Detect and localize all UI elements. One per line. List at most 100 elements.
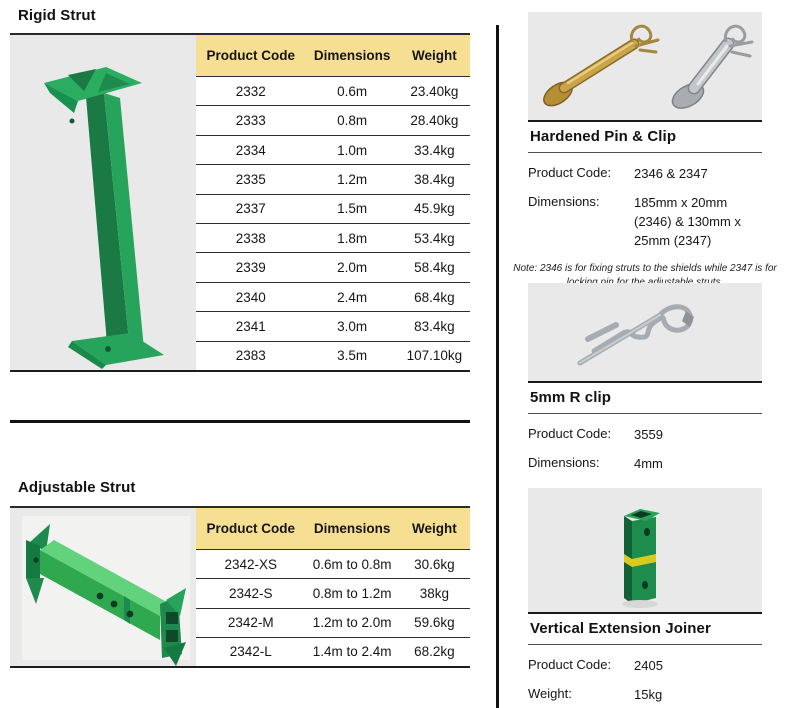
r-clip-illustration (577, 304, 694, 366)
cell-weight: 59.6kg (414, 615, 455, 631)
cell-dimensions: 0.8m (337, 113, 368, 129)
cell-product-code: 2340 (235, 289, 266, 305)
table-row: 2342-XS 0.6m to 0.8m 30.6kg (196, 549, 470, 578)
cell-dimensions: 2.0m (337, 260, 368, 276)
vertical-extension-joiner-photo (528, 488, 762, 612)
cell-dimensions: 3.5m (337, 348, 368, 364)
cell-dimensions: 3.0m (337, 318, 368, 334)
cell-product-code: 2342-XS (224, 556, 278, 572)
field-product-code: Product Code: 2346 & 2347 (528, 165, 762, 184)
field-value: 3559 (634, 427, 663, 442)
card-vertical-extension-joiner: Vertical Extension Joiner Product Code: … (528, 488, 762, 705)
cell-product-code: 2342-M (227, 615, 274, 631)
r-clip-photo (528, 283, 762, 381)
field-value: 2346 & 2347 (634, 166, 708, 181)
title-rule (10, 506, 470, 508)
header-product-code: Product Code (206, 48, 296, 63)
field-label: Product Code: (528, 657, 612, 672)
card-fields: Product Code: 2346 & 2347 Dimensions: 18… (528, 153, 762, 250)
table-row: 2342-M 1.2m to 2.0m 59.6kg (196, 607, 470, 637)
rigid-strut-illustration (44, 67, 164, 369)
field-label: Weight: (528, 685, 572, 701)
hardened-pin-and-clip-illustration (543, 24, 754, 109)
cell-dimensions: 1.2m to 2.0m (312, 615, 392, 631)
card-title-bar: Hardened Pin & Clip (528, 120, 762, 153)
card-hardened-pin-clip: Hardened Pin & Clip Product Code: 2346 &… (513, 12, 777, 290)
cell-product-code: 2334 (235, 142, 266, 158)
header-dimensions: Dimensions (313, 521, 391, 536)
field-dimensions: Dimensions: 4mm (528, 455, 762, 474)
card-title-bar: Vertical Extension Joiner (528, 612, 762, 645)
header-weight: Weight (411, 48, 457, 63)
field-value: 2405 (634, 658, 663, 673)
field-product-code: Product Code: 2405 (528, 657, 762, 676)
table-row: 2335 1.2m 38.4kg (196, 164, 470, 193)
section-title-adjustable-strut: Adjustable Strut (18, 479, 136, 496)
cell-dimensions: 0.8m to 1.2m (312, 585, 392, 601)
cell-product-code: 2333 (235, 113, 266, 129)
cell-product-code: 2342-L (229, 644, 272, 660)
table-row: 2342-S 0.8m to 1.2m 38kg (196, 578, 470, 607)
cell-weight: 83.4kg (414, 318, 455, 334)
field-weight: Weight: 15kg (528, 686, 762, 705)
table-row: 2337 1.5m 45.9kg (196, 193, 470, 223)
cell-weight: 38.4kg (414, 171, 455, 187)
field-value: 15kg (634, 686, 663, 702)
table-row: 2332 0.6m 23.40kg (196, 76, 470, 105)
cell-dimensions: 0.6m (337, 83, 368, 99)
card-fields: Product Code: 3559 Dimensions: 4mm (528, 414, 762, 474)
title-rule (10, 33, 470, 35)
table-header-row: Product Code Dimensions Weight (196, 508, 470, 549)
rigid-strut-section-body: Product Code Dimensions Weight 2332 0.6m… (10, 35, 470, 372)
cell-weight: 107.10kg (406, 348, 463, 364)
cell-dimensions: 1.5m (337, 201, 368, 217)
cell-weight: 68.2kg (414, 644, 455, 660)
adjustable-strut-photo (10, 508, 196, 666)
header-product-code: Product Code (206, 521, 296, 536)
field-label: Dimensions: (528, 193, 600, 209)
cell-product-code: 2337 (235, 201, 266, 217)
table-row: 2339 2.0m 58.4kg (196, 252, 470, 281)
section-title-rigid-strut: Rigid Strut (18, 7, 96, 24)
cell-weight: 23.40kg (410, 83, 459, 99)
hardened-pin-and-clip-photo (528, 12, 762, 120)
field-value: 185mm x 20mm (2346) & 130mm x 25mm (2347… (634, 194, 741, 248)
cell-weight: 30.6kg (414, 556, 455, 572)
header-weight: Weight (411, 521, 457, 536)
cell-product-code: 2383 (235, 348, 266, 364)
field-label: Dimensions: (528, 454, 600, 470)
section-separator-line (10, 420, 470, 423)
cell-dimensions: 2.4m (337, 289, 368, 305)
cell-dimensions: 1.0m (337, 142, 368, 158)
cell-dimensions: 1.4m to 2.4m (312, 644, 392, 660)
adjustable-strut-illustration (22, 516, 190, 666)
cell-weight: 28.40kg (410, 113, 459, 129)
adjustable-strut-section-body: Product Code Dimensions Weight 2342-XS 0… (10, 508, 470, 668)
field-label: Product Code: (528, 165, 612, 180)
card-5mm-r-clip: 5mm R clip Product Code: 3559 Dimensions… (528, 283, 762, 474)
header-dimensions: Dimensions (313, 48, 391, 63)
cell-product-code: 2341 (235, 318, 266, 334)
cell-weight: 58.4kg (414, 260, 455, 276)
card-title: 5mm R clip (530, 389, 612, 406)
field-dimensions: Dimensions: 185mm x 20mm (2346) & 130mm … (528, 194, 762, 251)
field-value: 4mm (634, 455, 663, 471)
cell-weight: 53.4kg (414, 230, 455, 246)
cell-dimensions: 0.6m to 0.8m (312, 556, 392, 572)
table-row: 2383 3.5m 107.10kg (196, 340, 470, 370)
table-header-row: Product Code Dimensions Weight (196, 35, 470, 76)
cell-weight: 38kg (419, 585, 449, 601)
cell-product-code: 2335 (235, 171, 266, 187)
table-row: 2338 1.8m 53.4kg (196, 223, 470, 252)
card-title: Hardened Pin & Clip (530, 128, 677, 145)
column-divider-line (496, 25, 499, 708)
table-row: 2340 2.4m 68.4kg (196, 281, 470, 311)
table-row: 2342-L 1.4m to 2.4m 68.2kg (196, 636, 470, 666)
cell-product-code: 2338 (235, 230, 266, 246)
card-fields: Product Code: 2405 Weight: 15kg (528, 645, 762, 705)
cell-weight: 45.9kg (414, 201, 455, 217)
vertical-extension-joiner-illustration (622, 509, 660, 608)
table-row: 2333 0.8m 28.40kg (196, 105, 470, 134)
cell-dimensions: 1.8m (337, 230, 368, 246)
table-row: 2334 1.0m 33.4kg (196, 134, 470, 164)
